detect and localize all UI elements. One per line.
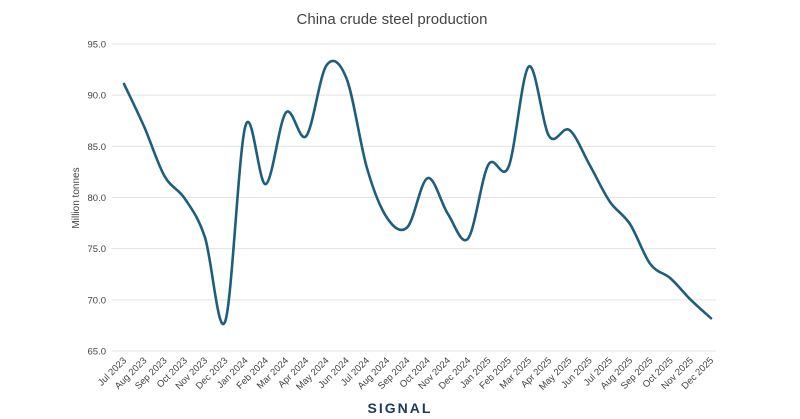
- y-tick-label: 80.0: [88, 193, 107, 204]
- signal-logo-text: SIGNAL: [368, 400, 433, 416]
- y-tick-label: 95.0: [88, 40, 107, 51]
- y-axis-ticks: 95.0 90.0 85.0 80.0 75.0 70.0 65.0: [88, 40, 107, 358]
- signal-logo: SIGNAL: [368, 400, 433, 416]
- y-tick-label: 90.0: [88, 91, 107, 102]
- y-tick-label: 75.0: [88, 244, 107, 255]
- y-axis-label: Million tonnes: [71, 167, 82, 228]
- chart-title: China crude steel production: [297, 11, 488, 28]
- series-line-layer: [122, 59, 713, 326]
- gridlines: [112, 43, 716, 352]
- y-tick-label: 85.0: [88, 142, 107, 153]
- y-tick-label: 65.0: [88, 347, 107, 358]
- series-line: [122, 59, 713, 326]
- y-tick-label: 70.0: [88, 295, 107, 306]
